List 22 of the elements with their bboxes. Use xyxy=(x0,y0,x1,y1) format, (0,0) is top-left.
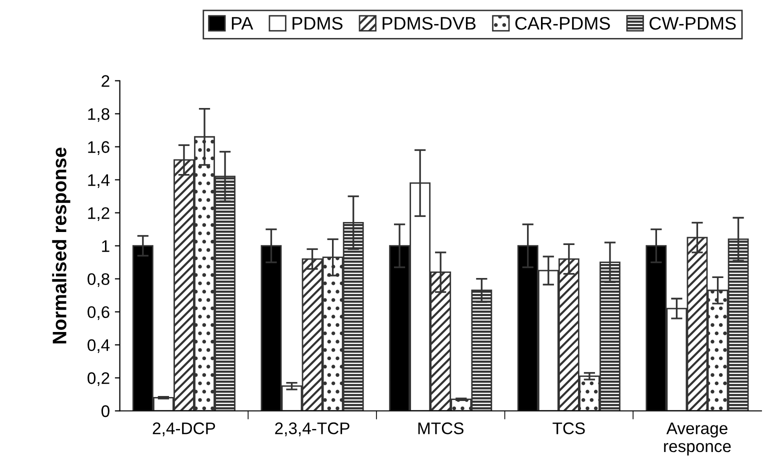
legend-label: CAR-PDMS xyxy=(515,16,610,30)
y-tick-label: 1,6 xyxy=(88,141,110,155)
y-tick-label: 1,8 xyxy=(88,108,110,122)
y-tick-label: 0,6 xyxy=(88,306,110,320)
y-tick-label: 0 xyxy=(101,405,110,418)
y-tick-label: 0,4 xyxy=(88,339,110,354)
legend-label: CW-PDMS xyxy=(650,16,736,30)
y-tick-label: 1,2 xyxy=(88,207,110,221)
legend-label: PA xyxy=(232,17,254,30)
x-tick-label: 2,4-DCP xyxy=(152,422,216,436)
x-tick-label: 2,3,4-TCP xyxy=(275,422,350,436)
y-tick-label: 1 xyxy=(102,240,110,252)
legend-label: PDMS-DVB xyxy=(382,16,476,30)
x-tick-label: Average responce xyxy=(664,422,731,456)
y-axis-title: Normalised response xyxy=(52,148,70,344)
y-tick-label: 1,4 xyxy=(88,174,110,188)
y-tick-label: 2 xyxy=(102,75,110,87)
y-tick-label: 0,2 xyxy=(88,372,110,386)
x-tick-label: MTCS xyxy=(418,422,464,434)
y-tick-label: 0,8 xyxy=(88,273,110,287)
legend-label: PDMS xyxy=(292,16,342,30)
x-tick-label: TCS xyxy=(552,422,585,434)
